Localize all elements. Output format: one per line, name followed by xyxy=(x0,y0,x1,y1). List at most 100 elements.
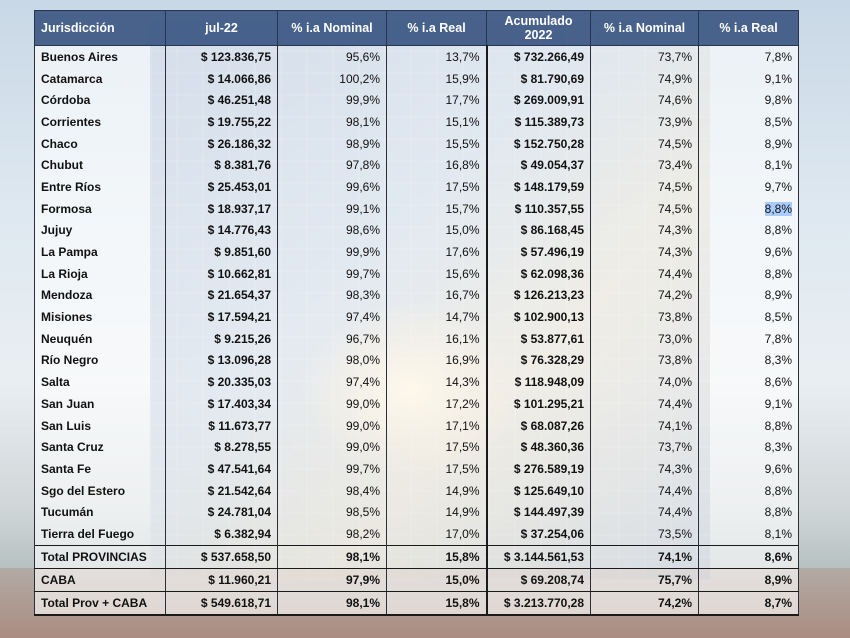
accum-amount-cell: $ 69.208,74 xyxy=(486,567,591,592)
jurisdiction-cell: Santa Fe xyxy=(34,458,166,480)
nominal-pct-cell: 98,0% xyxy=(277,349,387,372)
table-row: Chaco $ 26.186,32 98,9% 15,5% $ 152.750,28 74… xyxy=(34,132,799,155)
jul-amount-cell: $ 549.618,71 xyxy=(165,590,278,616)
jurisdiction-cell: Total PROVINCIAS xyxy=(34,544,166,569)
real-pct-cell: 15,8% xyxy=(386,590,488,616)
jul-amount-cell: $ 8.278,55 xyxy=(165,436,278,459)
jurisdiction-cell: CABA xyxy=(34,567,166,592)
jurisdiction-cell: Chubut xyxy=(34,154,166,177)
nominal-pct-cell: 99,0% xyxy=(277,393,387,415)
accum-amount-cell: $ 126.213,23 xyxy=(486,284,591,307)
jul-amount-cell: $ 46.251,48 xyxy=(165,89,278,112)
table-row: Tierra del Fuego $ 6.382,94 98,2% 17,0% $ 37… xyxy=(34,523,799,546)
accum-real-pct-value: 8,8% xyxy=(764,201,792,216)
table-row: Neuquén $ 9.215,26 96,7% 16,1% $ 53.877,61 73… xyxy=(34,327,799,350)
nominal-pct-cell: 99,0% xyxy=(277,414,387,437)
accum-real-pct-cell: 8,5% xyxy=(698,111,799,133)
accum-real-pct-cell: 8,1% xyxy=(698,523,799,546)
jul-amount-cell: $ 18.937,17 xyxy=(165,197,278,220)
header-nominal: % i.a Nominal xyxy=(277,10,387,46)
accum-real-pct-value: 8,9% xyxy=(764,572,792,587)
jul-amount-cell: $ 537.658,50 xyxy=(165,544,278,569)
accum-nominal-pct-cell: 74,1% xyxy=(590,414,699,437)
accum-amount-cell: $ 81.790,69 xyxy=(486,67,591,90)
accum-real-pct-value: 9,8% xyxy=(764,93,792,108)
accum-amount-cell: $ 732.266,49 xyxy=(486,45,591,68)
real-pct-cell: 15,0% xyxy=(386,219,488,242)
real-pct-cell: 14,9% xyxy=(386,501,488,524)
accum-nominal-pct-cell: 73,0% xyxy=(590,327,699,350)
accum-real-pct-value: 8,8% xyxy=(764,505,792,520)
accum-real-pct-value: 9,7% xyxy=(764,179,792,194)
jurisdiction-cell: Tucumán xyxy=(34,501,166,524)
accum-real-pct-cell: 8,9% xyxy=(698,284,799,307)
real-pct-cell: 16,8% xyxy=(386,154,488,177)
jurisdiction-cell: La Rioja xyxy=(34,262,166,285)
table-body: Buenos Aires $ 123.836,75 95,6% 13,7% $ 732.… xyxy=(34,45,799,616)
accum-real-pct-cell: 9,8% xyxy=(698,89,799,112)
table-row: Santa Cruz $ 8.278,55 99,0% 17,5% $ 48.360,3… xyxy=(34,436,799,459)
real-pct-cell: 13,7% xyxy=(386,45,488,68)
accum-real-pct-cell: 9,1% xyxy=(698,67,799,90)
jul-amount-cell: $ 21.654,37 xyxy=(165,284,278,307)
total-row: CABA $ 11.960,21 97,9% 15,0% $ 69.208,74 75,7… xyxy=(34,567,799,592)
accum-real-pct-cell: 8,8% xyxy=(698,219,799,242)
accum-real-pct-value: 8,6% xyxy=(764,549,792,564)
header-nominal-acum: % i.a Nominal xyxy=(590,10,699,46)
nominal-pct-cell: 99,9% xyxy=(277,241,387,263)
accum-nominal-pct-cell: 73,5% xyxy=(590,523,699,546)
accum-amount-cell: $ 269.009,91 xyxy=(486,89,591,112)
accum-real-pct-cell: 7,8% xyxy=(698,327,799,350)
accum-real-pct-cell: 7,8% xyxy=(698,45,799,68)
table-row: Entre Ríos $ 25.453,01 99,6% 17,5% $ 148.179… xyxy=(34,176,799,198)
accum-real-pct-value: 8,5% xyxy=(764,310,792,325)
jurisdiction-cell: Sgo del Estero xyxy=(34,479,166,502)
jul-amount-cell: $ 9.851,60 xyxy=(165,241,278,263)
nominal-pct-cell: 98,6% xyxy=(277,219,387,242)
accum-real-pct-value: 8,3% xyxy=(764,440,792,455)
real-pct-cell: 15,7% xyxy=(386,197,488,220)
revenue-table: Jurisdicción jul-22 % i.a Nominal % i.a … xyxy=(34,10,799,616)
jul-amount-cell: $ 47.541,64 xyxy=(165,458,278,480)
jul-amount-cell: $ 17.594,21 xyxy=(165,306,278,328)
accum-nominal-pct-cell: 73,8% xyxy=(590,306,699,328)
real-pct-cell: 14,7% xyxy=(386,306,488,328)
table-row: Buenos Aires $ 123.836,75 95,6% 13,7% $ 732.… xyxy=(34,45,799,68)
nominal-pct-cell: 98,4% xyxy=(277,479,387,502)
header-acumulado: Acumulado 2022 xyxy=(486,10,591,46)
real-pct-cell: 17,0% xyxy=(386,523,488,546)
jul-amount-cell: $ 11.960,21 xyxy=(165,567,278,592)
accum-real-pct-value: 8,5% xyxy=(764,114,792,129)
nominal-pct-cell: 98,1% xyxy=(277,544,387,569)
table-row: San Luis $ 11.673,77 99,0% 17,1% $ 68.087,26… xyxy=(34,414,799,437)
accum-amount-cell: $ 144.497,39 xyxy=(486,501,591,524)
accum-real-pct-value: 9,1% xyxy=(764,71,792,86)
accum-nominal-pct-cell: 74,1% xyxy=(590,544,699,569)
accum-real-pct-cell: 8,9% xyxy=(698,567,799,592)
nominal-pct-cell: 98,1% xyxy=(277,590,387,616)
table-row: Formosa $ 18.937,17 99,1% 15,7% $ 110.357,55… xyxy=(34,197,799,220)
jurisdiction-cell: Formosa xyxy=(34,197,166,220)
revenue-table-container: Jurisdicción jul-22 % i.a Nominal % i.a … xyxy=(34,10,799,616)
accum-amount-cell: $ 3.144.561,53 xyxy=(486,544,591,569)
real-pct-cell: 16,1% xyxy=(386,327,488,350)
table-row: Santa Fe $ 47.541,64 99,7% 17,5% $ 276.589,1… xyxy=(34,458,799,480)
real-pct-cell: 17,5% xyxy=(386,458,488,480)
real-pct-cell: 15,1% xyxy=(386,111,488,133)
accum-amount-cell: $ 57.496,19 xyxy=(486,241,591,263)
accum-amount-cell: $ 76.328,29 xyxy=(486,349,591,372)
jul-amount-cell: $ 25.453,01 xyxy=(165,176,278,198)
accum-real-pct-cell: 8,8% xyxy=(698,501,799,524)
table-row: La Pampa $ 9.851,60 99,9% 17,6% $ 57.496,19 7… xyxy=(34,241,799,263)
accum-real-pct-cell: 8,8% xyxy=(698,479,799,502)
jurisdiction-cell: Santa Cruz xyxy=(34,436,166,459)
real-pct-cell: 17,1% xyxy=(386,414,488,437)
accum-real-pct-value: 8,8% xyxy=(764,266,792,281)
accum-nominal-pct-cell: 74,3% xyxy=(590,241,699,263)
accum-real-pct-cell: 8,8% xyxy=(698,197,799,220)
real-pct-cell: 17,2% xyxy=(386,393,488,415)
accum-real-pct-value: 8,3% xyxy=(764,353,792,368)
total-row: Total PROVINCIAS $ 537.658,50 98,1% 15,8% $ … xyxy=(34,544,799,569)
accum-nominal-pct-cell: 74,4% xyxy=(590,393,699,415)
table-row: Córdoba $ 46.251,48 99,9% 17,7% $ 269.009,91… xyxy=(34,89,799,112)
